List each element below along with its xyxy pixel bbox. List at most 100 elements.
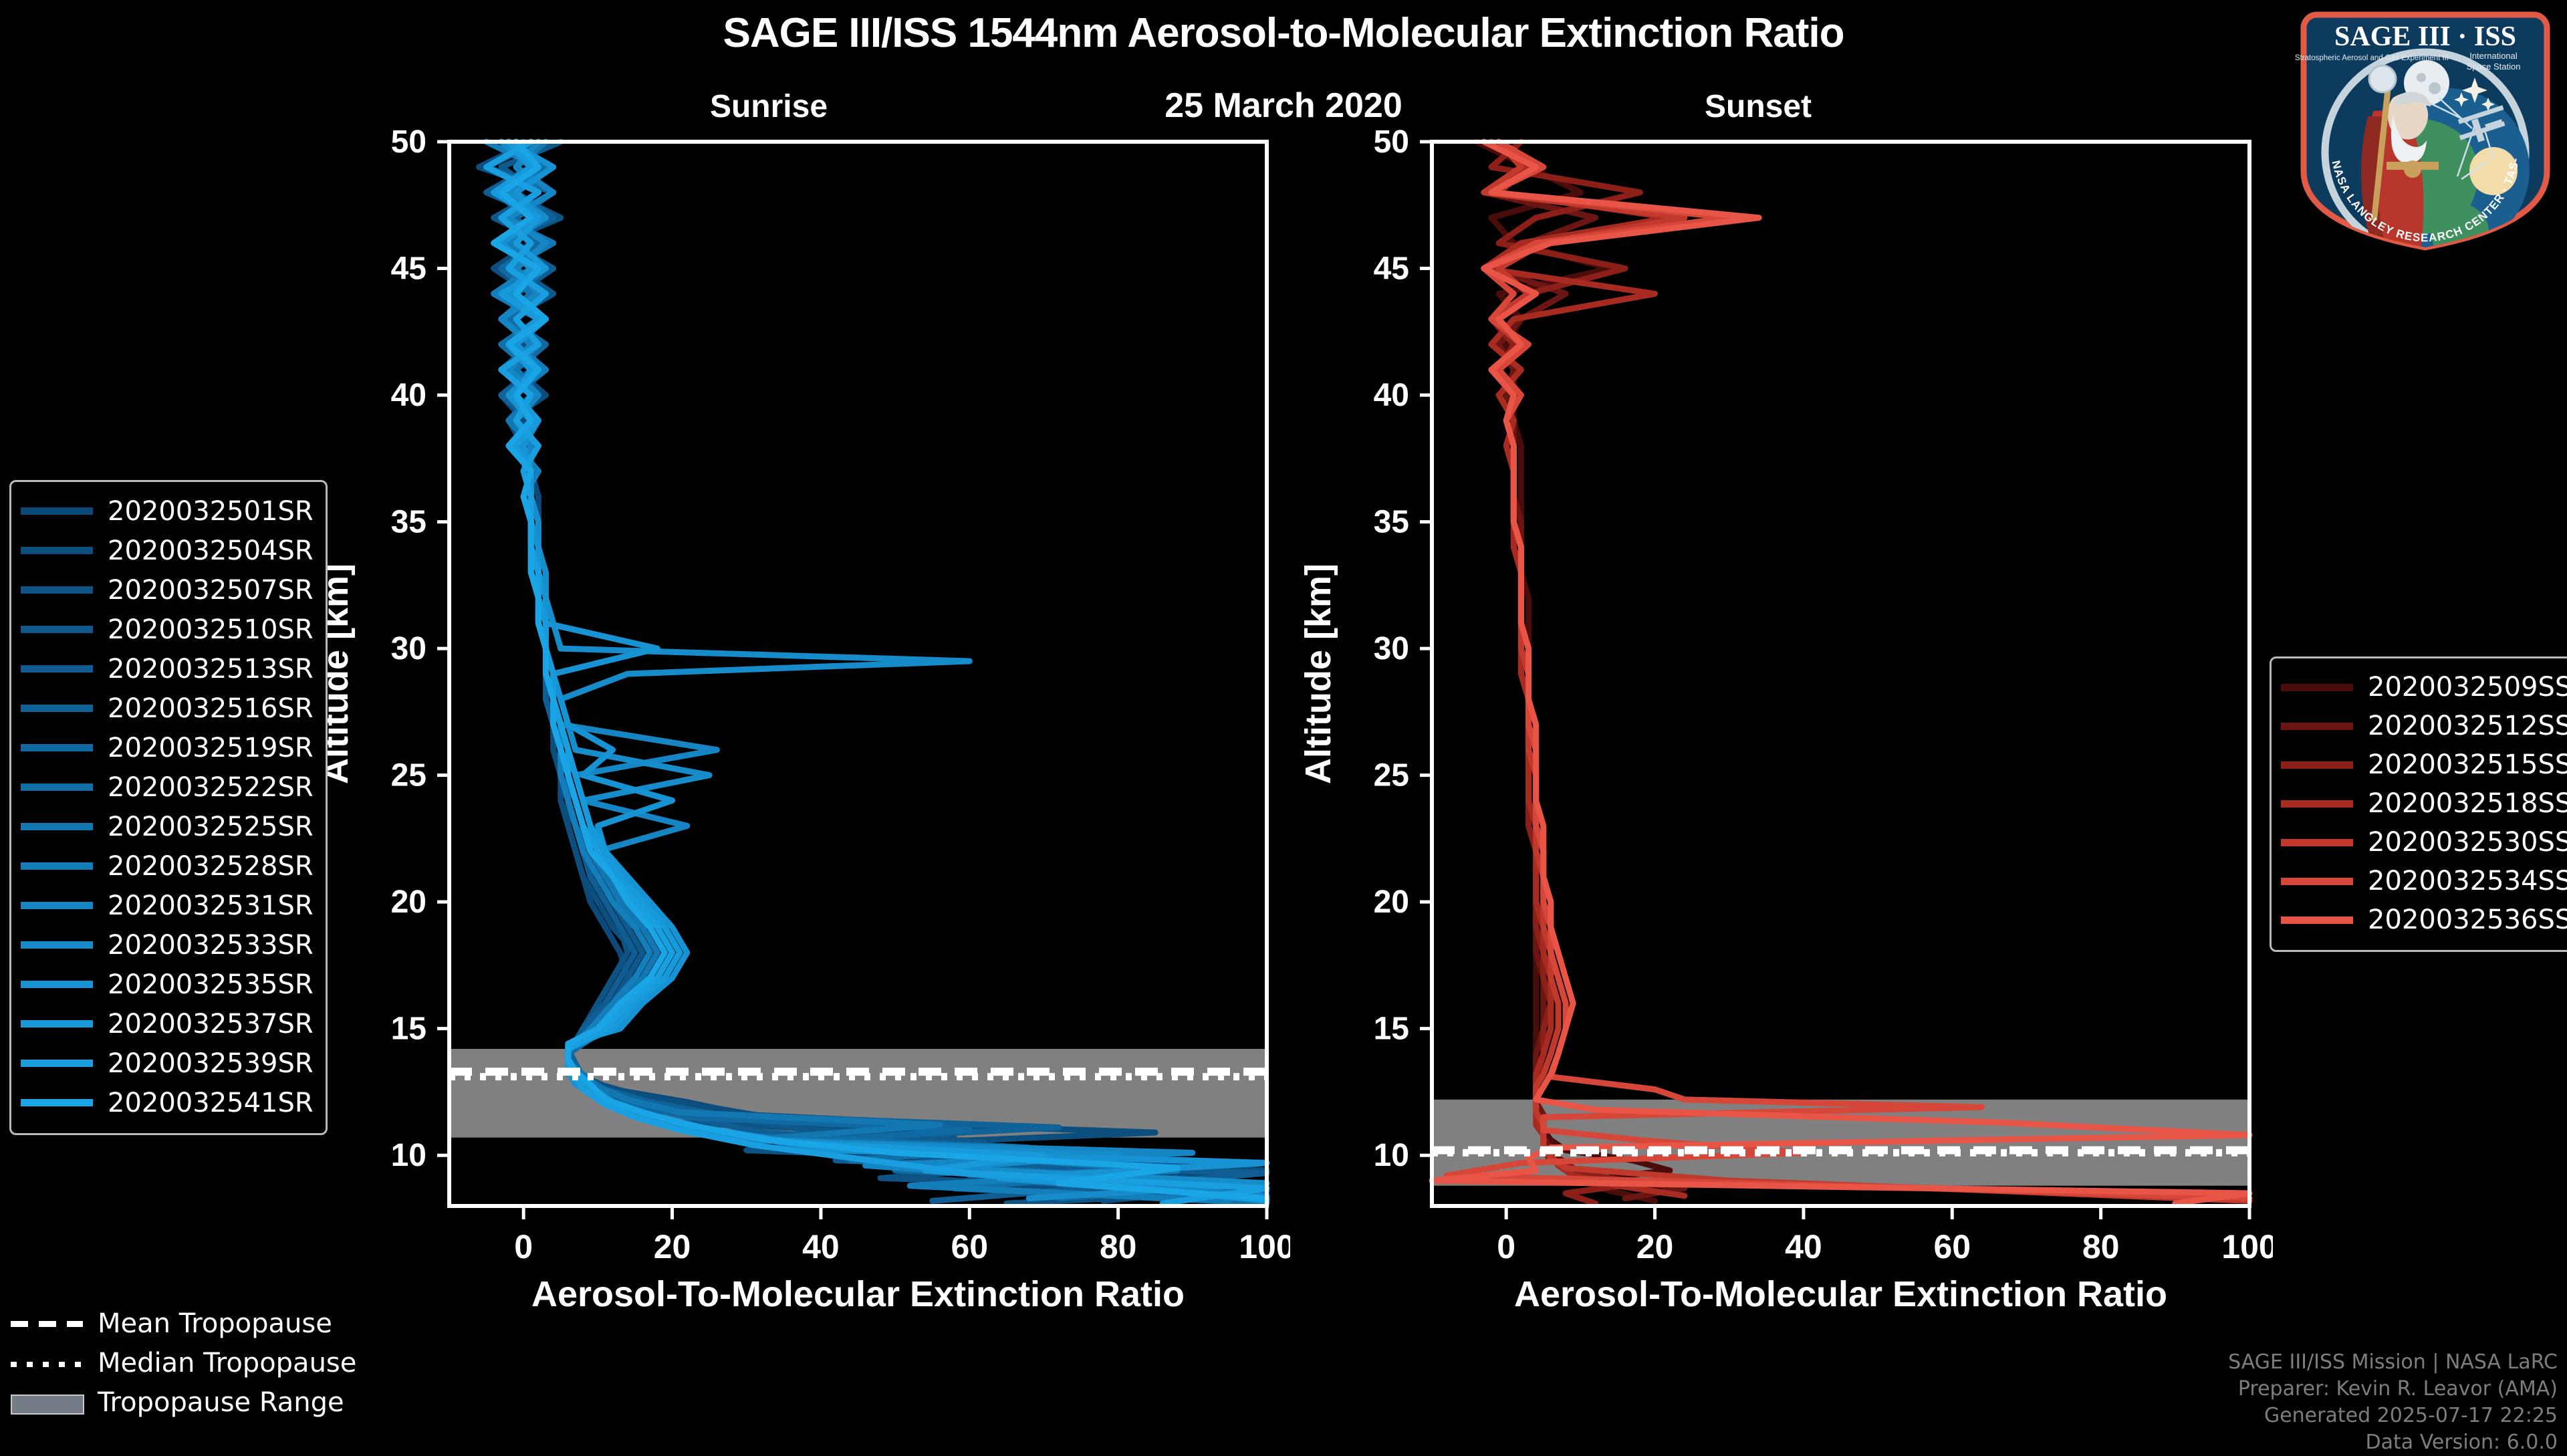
series-line-2020032533SR <box>491 138 1270 1202</box>
legend-tropopause-item-row[interactable]: Tropopause Range <box>11 1382 356 1422</box>
legend-sunrise-item-swatch <box>21 823 93 830</box>
series-line-2020032519SR <box>483 138 1270 1202</box>
legend-sunrise-item-label: 2020032510SR <box>108 614 314 645</box>
series-line-2020032522SR <box>491 138 1270 1207</box>
legend-sunset-item-row[interactable]: 2020032515SS <box>2281 745 2567 784</box>
legend-sunrise-item-row[interactable]: 2020032504SR <box>21 531 314 570</box>
star-icon <box>2454 78 2495 111</box>
legend-sunrise-item-row[interactable]: 2020032519SR <box>21 728 314 767</box>
legend-sunrise-item-row[interactable]: 2020032522SR <box>21 767 314 807</box>
y-tick-label: 25 <box>1374 758 1409 794</box>
y-tick-label: 40 <box>391 378 426 413</box>
footer-line-generated: Generated 2025-07-17 22:25 <box>2264 1403 2558 1427</box>
logo-title: SAGE III · ISS <box>2334 21 2516 52</box>
legend-sunrise-item-row[interactable]: 2020032525SR <box>21 807 314 846</box>
series-line-2020032541SR <box>491 138 1270 1202</box>
legend-sunrise-box: 2020032501SR 2020032504SR 2020032507SR 2020… <box>9 480 328 1135</box>
legend-sunrise-item-swatch <box>21 981 93 988</box>
footer-attribution: SAGE III/ISS Mission | NASA LaRC Prepare… <box>2228 1349 2558 1456</box>
y-tick-label: 15 <box>391 1011 426 1047</box>
y-tick-label: 35 <box>391 505 426 540</box>
legend-tropopause-item-swatch <box>11 1354 83 1372</box>
x-tick-label: 20 <box>1636 1228 1674 1265</box>
legend-sunrise-item-swatch <box>21 1020 93 1027</box>
legend-sunrise-item-label: 2020032528SR <box>108 850 314 882</box>
legend-sunrise-item-label: 2020032507SR <box>108 574 314 606</box>
legend-sunrise-item-label: 2020032533SR <box>108 929 314 961</box>
legend-tropopause-item-row[interactable]: Median Tropopause <box>11 1343 356 1382</box>
legend-sunrise-item-row[interactable]: 2020032501SR <box>21 491 314 531</box>
legend-sunset-item-row[interactable]: 2020032536SS <box>2281 900 2567 939</box>
series-line-2020032513SR <box>483 138 1270 1204</box>
legend-sunrise-item-row[interactable]: 2020032535SR <box>21 965 314 1004</box>
series-line-2020032530SS <box>1481 138 2253 1204</box>
sunrise-plot-panel: 10 15 20 25 30 35 40 45 50 0 20 40 60 80 100 Aerosol-To… <box>316 124 1290 1314</box>
panel-label-sunrise: Sunrise <box>709 89 828 124</box>
legend-sunset-item-row[interactable]: 2020032530SS <box>2281 823 2567 862</box>
legend-sunrise-item-row[interactable]: 2020032516SR <box>21 689 314 728</box>
legend-tropopause-item-swatch <box>11 1394 84 1415</box>
y-tick-label: 35 <box>1374 505 1409 540</box>
legend-sunrise-item-swatch <box>21 626 93 633</box>
legend-sunset-item-swatch <box>2281 877 2353 885</box>
legend-sunrise-item-swatch <box>21 1060 93 1067</box>
legend-sunrise-item-swatch <box>21 902 93 909</box>
legend-sunrise-item-row[interactable]: 2020032528SR <box>21 846 314 886</box>
legend-sunset-item-label: 2020032515SS <box>2368 749 2567 780</box>
tropopause-range-marker <box>11 1394 84 1415</box>
legend-sunset-item-row[interactable]: 2020032512SS <box>2281 707 2567 745</box>
footer-line-version: Data Version: 6.0.0 <box>2365 1430 2558 1454</box>
legend-sunrise-item-label: 2020032539SR <box>108 1048 314 1079</box>
legend-sunrise-item-row[interactable]: 2020032507SR <box>21 570 314 610</box>
legend-sunset-item-row[interactable]: 2020032509SS <box>2281 668 2567 707</box>
legend-sunset[interactable]: 2020032509SS 2020032512SS 2020032515SS 2020… <box>2270 656 2567 952</box>
legend-sunset-item-swatch <box>2281 683 2353 691</box>
legend-sunset-item-swatch <box>2281 761 2353 769</box>
legend-sunrise-item-swatch <box>21 665 93 673</box>
y-tick-label: 10 <box>1374 1138 1409 1173</box>
legend-sunset-item-swatch <box>2281 916 2353 924</box>
series-line-2020032531SR <box>498 138 1270 1199</box>
legend-sunset-item-row[interactable]: 2020032534SS <box>2281 862 2567 900</box>
legend-sunrise[interactable]: 2020032501SR 2020032504SR 2020032507SR 2020… <box>9 480 328 1135</box>
legend-sunrise-item-label: 2020032535SR <box>108 969 314 1000</box>
legend-sunrise-item-row[interactable]: 2020032513SR <box>21 649 314 689</box>
legend-sunset-item-label: 2020032534SS <box>2368 866 2567 896</box>
legend-sunrise-item-swatch <box>21 862 93 870</box>
y-tick-label: 30 <box>1374 631 1409 666</box>
y-tick-label: 45 <box>391 251 426 287</box>
legend-sunrise-item-label: 2020032531SR <box>108 890 314 921</box>
y-tick-label: 25 <box>391 758 426 794</box>
y-tick-label: 10 <box>391 1138 426 1173</box>
y-tick-label: 40 <box>1374 378 1409 413</box>
legend-sunrise-item-row[interactable]: 2020032531SR <box>21 886 314 925</box>
legend-sunrise-item-row[interactable]: 2020032510SR <box>21 610 314 649</box>
legend-tropopause-item-label: Median Tropopause <box>98 1347 357 1378</box>
legend-sunrise-item-row[interactable]: 2020032539SR <box>21 1044 314 1083</box>
y-tick-label: 50 <box>1374 124 1409 160</box>
legend-sunset-item-swatch <box>2281 722 2353 730</box>
legend-sunset-item-row[interactable]: 2020032518SS <box>2281 784 2567 823</box>
legend-sunrise-item-row[interactable]: 2020032541SR <box>21 1083 314 1122</box>
legend-sunrise-item-swatch <box>21 705 93 712</box>
series-line-2020032528SR <box>483 138 1233 1204</box>
legend-sunrise-item-swatch <box>21 547 93 554</box>
legend-tropopause-item-row[interactable]: Mean Tropopause <box>11 1304 356 1343</box>
legend-sunset-item-label: 2020032512SS <box>2368 711 2567 741</box>
legend-sunrise-item-label: 2020032522SR <box>108 771 314 803</box>
legend-sunrise-item-label: 2020032519SR <box>108 732 314 763</box>
x-axis-label: Aerosol-To-Molecular Extinction Ratio <box>1514 1274 2167 1314</box>
x-tick-label: 60 <box>1933 1228 1971 1265</box>
legend-sunrise-item-swatch <box>21 586 93 594</box>
series-line-2020032518SS <box>1481 138 1688 1199</box>
series-line-2020032539SR <box>483 138 1270 1207</box>
x-tick-label: 40 <box>1785 1228 1822 1265</box>
legend-tropopause-box: Mean Tropopause Median Tropopause Tropopau… <box>11 1304 356 1422</box>
legend-sunrise-item-row[interactable]: 2020032537SR <box>21 1004 314 1044</box>
chart-subtitle: 25 March 2020 <box>1165 86 1402 125</box>
legend-sunrise-item-label: 2020032516SR <box>108 693 314 724</box>
series-line-2020032534SS <box>1443 138 2253 1202</box>
legend-sunset-item-swatch <box>2281 838 2353 846</box>
legend-sunrise-item-row[interactable]: 2020032533SR <box>21 925 314 965</box>
legend-tropopause[interactable]: Mean Tropopause Median Tropopause Tropopau… <box>11 1304 356 1422</box>
